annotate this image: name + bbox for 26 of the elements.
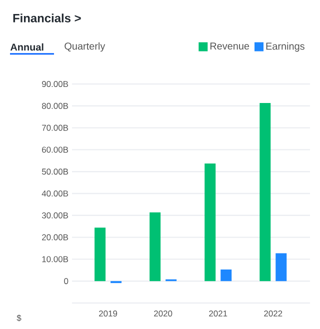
x-tick-label: 2019	[99, 310, 118, 317]
y-tick-label: 30.00B	[42, 212, 68, 218]
bar	[204, 163, 216, 282]
text: $	[16, 314, 22, 322]
bar	[94, 228, 106, 282]
x-tick-label: 2020	[154, 310, 172, 317]
text: Quarterly	[64, 42, 106, 52]
text: Annual	[10, 43, 44, 51]
chart-title: Financials >	[13, 14, 81, 22]
y-tick-label: 80.00B	[42, 102, 68, 109]
legend-label: Revenue	[210, 42, 250, 50]
y-tick-label: 10.00B	[42, 256, 68, 262]
legend-label: Earnings	[266, 42, 304, 52]
y-tick-label: 60.00B	[42, 146, 68, 153]
y-tick-label: 50.00B	[42, 168, 68, 175]
bar	[150, 212, 161, 282]
y-tick-label: 0	[64, 278, 68, 284]
x-tick-label: 2021	[209, 310, 228, 317]
y-tick-label: 70.00B	[42, 124, 68, 131]
y-tick-label: 40.00B	[42, 190, 68, 196]
bar	[220, 269, 232, 282]
bar	[260, 103, 271, 282]
y-tick-label: 20.00B	[42, 234, 68, 240]
y-tick-label: 90.00B	[42, 81, 68, 87]
bar	[276, 253, 287, 282]
x-tick-label: 2022	[264, 310, 282, 317]
